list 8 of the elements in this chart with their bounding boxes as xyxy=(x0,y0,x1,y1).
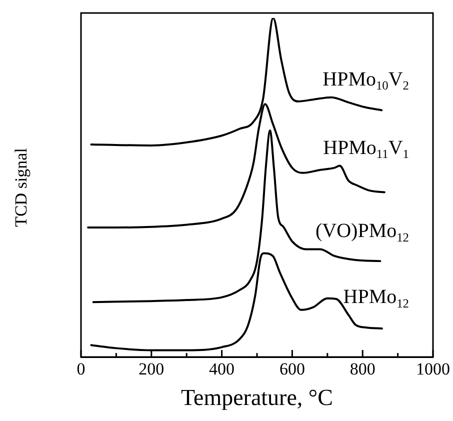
y-axis-title: TCD signal xyxy=(11,148,30,227)
x-tick-label: 400 xyxy=(209,360,235,379)
x-tick-label: 200 xyxy=(138,360,164,379)
x-tick-label: 1000 xyxy=(416,360,450,379)
x-tick-label: 600 xyxy=(279,360,305,379)
x-tick-label: 800 xyxy=(350,360,376,379)
x-axis-title: Temperature, °C xyxy=(181,385,333,410)
x-tick-label: 0 xyxy=(76,360,86,379)
